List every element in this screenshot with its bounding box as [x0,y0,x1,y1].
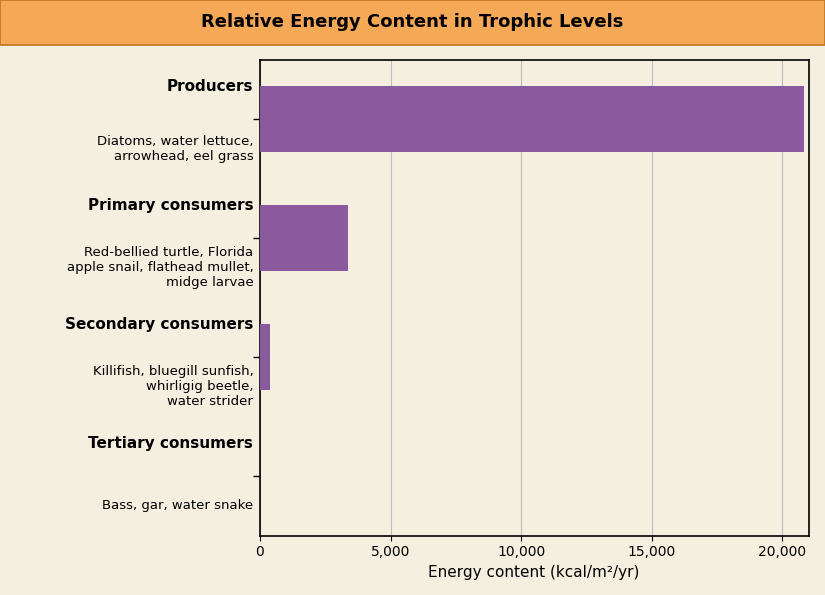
Text: Relative Energy Content in Trophic Levels: Relative Energy Content in Trophic Level… [201,13,624,32]
X-axis label: Energy content (kcal/m²/yr): Energy content (kcal/m²/yr) [428,565,640,580]
Text: Tertiary consumers: Tertiary consumers [88,436,253,451]
Text: Killifish, bluegill sunfish,
whirligig beetle,
water strider: Killifish, bluegill sunfish, whirligig b… [92,365,253,408]
Bar [260,86,804,152]
Bar [260,324,270,390]
Text: Secondary consumers: Secondary consumers [65,317,253,332]
Bar [260,205,348,271]
Text: Producers: Producers [167,79,253,94]
Text: Bass, gar, water snake: Bass, gar, water snake [102,499,253,512]
Text: Primary consumers: Primary consumers [87,198,253,213]
Text: Diatoms, water lettuce,
arrowhead, eel grass: Diatoms, water lettuce, arrowhead, eel g… [97,134,253,163]
Text: Red-bellied turtle, Florida
apple snail, flathead mullet,
midge larvae: Red-bellied turtle, Florida apple snail,… [67,246,253,289]
